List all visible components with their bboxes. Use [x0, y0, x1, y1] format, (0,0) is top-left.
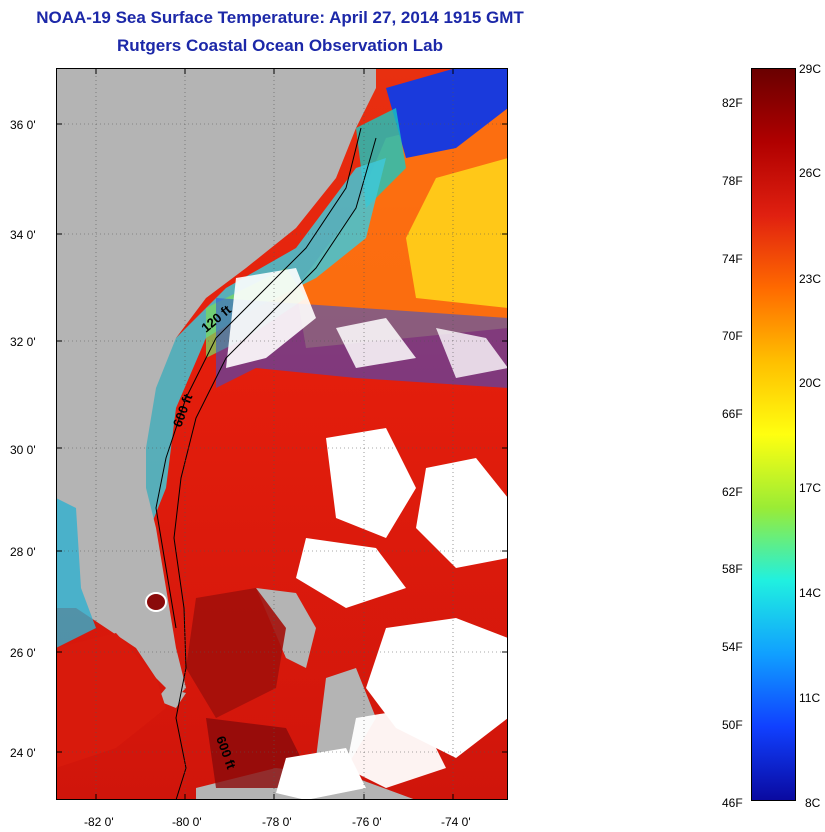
lon-label-74: -74 0' — [441, 815, 471, 829]
cloud-band-white — [226, 268, 316, 368]
colorbar-f-70: 70F — [722, 329, 743, 343]
isobath-120ft-line — [155, 127, 362, 629]
colorbar-f-50: 50F — [722, 718, 743, 732]
cloud-band-white-2 — [336, 318, 416, 368]
clouds-near-cuba — [276, 748, 366, 800]
lat-label-36: 36 0' — [10, 118, 36, 132]
lat-label-24: 24 0' — [10, 746, 36, 760]
grid-lines — [56, 68, 508, 800]
lat-label-32: 32 0' — [10, 335, 36, 349]
colorbar-c-23: 23C — [799, 272, 822, 286]
shelf-cool-band — [116, 158, 386, 538]
lon-label-80: -80 0' — [172, 815, 202, 829]
lat-label-30: 30 0' — [10, 443, 36, 457]
land-southeast-us — [56, 68, 376, 698]
isobath-600ft-line — [173, 137, 377, 800]
colorbar-f-58: 58F — [722, 562, 743, 576]
colorbar-f-54: 54F — [722, 640, 743, 654]
lat-label-34: 34 0' — [10, 228, 36, 242]
colorbar-f-46: 46F — [722, 796, 743, 810]
sst-map: 120 ft 600 ft 600 ft — [56, 68, 508, 800]
axis-ticks — [56, 68, 508, 800]
clouds-east — [416, 458, 508, 568]
colorbar-c-26: 26C — [799, 166, 822, 180]
colorbar-c-20: 20C — [799, 376, 822, 390]
colorbar-f-82: 82F — [722, 96, 743, 110]
cold-plume-north — [386, 68, 508, 158]
colorbar-c-29: 29C — [799, 62, 822, 76]
lon-label-76: -76 0' — [352, 815, 382, 829]
colorbar-f-62: 62F — [722, 485, 743, 499]
warm-patch-bahamas — [186, 588, 286, 718]
colorbar-c-14: 14C — [799, 586, 822, 600]
map-subtitle: Rutgers Coastal Ocean Observation Lab — [117, 36, 443, 55]
colorbar-c-8: 8C — [805, 796, 821, 810]
gulf-cool-strip — [56, 498, 96, 648]
lon-label-78: -78 0' — [262, 815, 292, 829]
colorbar-c-11: 11C — [799, 691, 821, 705]
colorbar-f-66: 66F — [722, 407, 743, 421]
map-border — [56, 68, 508, 800]
colorbar-f-74: 74F — [722, 252, 743, 266]
gulf-warm — [56, 633, 166, 768]
lon-label-82: -82 0' — [84, 815, 114, 829]
temperature-colorbar — [751, 68, 796, 801]
cloud-band-white-3 — [436, 328, 508, 378]
clouds-mid — [296, 538, 406, 608]
clouds-southeast-2 — [346, 708, 446, 788]
lake-okeechobee — [145, 592, 167, 612]
colorbar-f-78: 78F — [722, 174, 743, 188]
offshore-yellow-area — [406, 158, 508, 308]
clouds-central — [326, 428, 416, 538]
map-title: NOAA-19 Sea Surface Temperature: April 2… — [36, 8, 524, 27]
colorbar-c-17: 17C — [799, 481, 822, 495]
lat-label-28: 28 0' — [10, 545, 36, 559]
lat-label-26: 26 0' — [10, 646, 36, 660]
